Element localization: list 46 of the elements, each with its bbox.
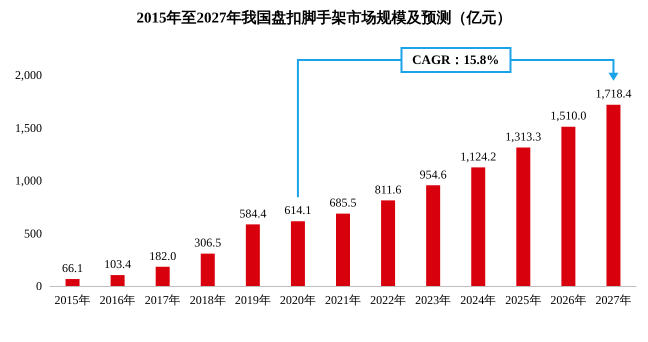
data-label: 1,313.3 [505, 129, 542, 144]
x-tick-label: 2015年 [54, 293, 91, 307]
y-tick-label: 0 [36, 279, 42, 293]
bar [606, 104, 620, 286]
y-tick-label: 500 [24, 226, 42, 240]
bar [66, 279, 80, 286]
text: CAGR：15.8% [400, 47, 512, 73]
bar [336, 214, 350, 286]
chart-title: 2015年至2027年我国盘扣脚手架市场规模及预测（亿元） [136, 8, 512, 26]
x-tick-label: 2024年 [460, 293, 496, 307]
bar [290, 221, 305, 286]
data-label: 306.5 [194, 236, 222, 250]
data-label: 1,124.2 [460, 149, 496, 164]
bar [200, 254, 215, 286]
data-label: 66.1 [62, 261, 84, 276]
data-label: 1,718.4 [595, 86, 632, 101]
bar [516, 147, 530, 286]
x-tick-label: 2020年 [280, 293, 316, 307]
bar [561, 126, 576, 286]
y-tick-label: 1,500 [15, 120, 42, 135]
x-tick-label: 2018年 [190, 293, 226, 307]
data-label: 954.6 [420, 167, 447, 182]
x-tick-label: 2017年 [144, 293, 181, 307]
data-label: 1,510.0 [550, 108, 586, 123]
data-label: 182.0 [149, 248, 176, 263]
x-tick-label: 2026年 [550, 293, 586, 307]
x-tick-label: 2023年 [415, 293, 452, 307]
bar [110, 275, 125, 286]
data-label: 685.5 [330, 196, 356, 210]
data-label: 811.6 [374, 182, 402, 196]
y-tick-label: 2,000 [15, 68, 42, 82]
x-tick-label: 2021年 [325, 293, 361, 307]
x-tick-label: 2025年 [505, 293, 542, 307]
data-label: 103.4 [104, 257, 132, 272]
bar [246, 224, 260, 286]
data-label: 614.1 [284, 203, 312, 218]
x-tick-label: 2027年 [595, 293, 632, 307]
bar [426, 185, 440, 286]
x-tick-label: 2019年 [234, 293, 271, 307]
y-tick-label: 1,000 [15, 174, 42, 188]
x-tick-label: 2022年 [370, 293, 406, 307]
data-label: 584.4 [239, 206, 266, 220]
bar [156, 266, 170, 286]
x-tick-label: 2016年 [100, 293, 136, 307]
bar [471, 167, 486, 286]
bar [381, 200, 396, 286]
